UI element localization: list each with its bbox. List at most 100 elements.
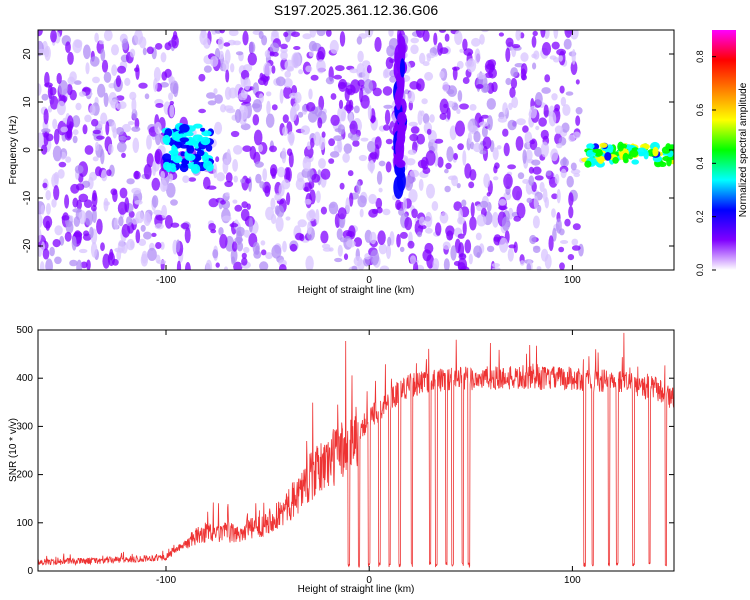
- spectrogram-cell: [316, 30, 326, 37]
- spectrogram-cell: [584, 160, 592, 168]
- spectrogram-cell: [143, 212, 151, 226]
- spectrogram-cell: [510, 77, 518, 89]
- spectrogram-cell: [41, 93, 49, 101]
- spectrogram-cell: [170, 222, 180, 228]
- spectrogram-cell: [520, 52, 529, 62]
- spectrogram-cell: [338, 99, 344, 109]
- spectrogram-cell: [131, 126, 141, 132]
- spectrogram-cell: [517, 172, 525, 180]
- spectrogram-cell: [83, 199, 93, 208]
- spectrogram-cell: [556, 189, 561, 204]
- spectrogram-cell: [283, 31, 289, 38]
- spectrogram-cell: [213, 88, 218, 95]
- spectrogram-cell: [395, 159, 406, 168]
- spectrogram-cell: [442, 241, 451, 250]
- spectrogram-cell: [453, 153, 458, 160]
- spectrogram-cell: [535, 125, 540, 131]
- spectrogram-cell: [507, 247, 514, 262]
- spectrogram-cell: [367, 140, 376, 153]
- spectrogram-cell: [186, 145, 195, 154]
- spectrogram-cell: [274, 193, 282, 202]
- spectrogram-cell: [271, 104, 278, 111]
- spectrogram-cell: [263, 62, 272, 77]
- spectrogram-cell: [75, 102, 82, 111]
- spectrogram-cell: [320, 168, 331, 180]
- spectrogram-cell: [121, 38, 129, 51]
- spectrogram-cell: [111, 44, 119, 56]
- spectrogram-cell: [533, 50, 540, 60]
- spectrogram-cell: [302, 33, 312, 40]
- spectrogram-cell: [58, 161, 67, 168]
- spectrogram-cell: [422, 249, 432, 262]
- spectrogram-cell: [352, 140, 360, 147]
- spectrogram-cell: [333, 74, 343, 80]
- spectrogram-cell: [155, 131, 161, 146]
- spectrogram-cell: [292, 102, 300, 112]
- spectrogram-cell: [220, 200, 226, 205]
- spectrogram-cell: [410, 37, 420, 44]
- spectrogram-cell: [315, 208, 320, 225]
- spectrogram-cell: [315, 190, 321, 204]
- snr-frame: [37, 329, 675, 572]
- spectrogram-cell: [40, 144, 48, 155]
- spectrogram-cell: [502, 102, 508, 116]
- spectrogram-cell: [83, 44, 91, 60]
- spectrogram-cell: [497, 116, 508, 123]
- spectrogram-cell: [369, 159, 374, 174]
- spectrogram-cell: [399, 231, 408, 239]
- spectrogram-cell: [508, 244, 516, 249]
- spectrogram-cell: [100, 112, 108, 125]
- spectrogram-cell: [357, 79, 365, 87]
- spectrogram-cell: [334, 257, 343, 263]
- spectrogram-cell: [216, 172, 226, 182]
- spectrogram-cell: [203, 160, 213, 170]
- spectrogram-cell: [454, 30, 463, 45]
- spectrogram-cell: [338, 78, 348, 92]
- spectrogram-cell: [222, 158, 229, 174]
- spectrogram-cell: [269, 42, 280, 54]
- spectrogram-cell: [43, 131, 49, 146]
- spectrogram-cell: [234, 109, 242, 123]
- spectrogram-cell: [253, 129, 263, 146]
- spectrogram-cell: [280, 47, 288, 54]
- spectrogram-xtick-label: 0: [366, 275, 372, 286]
- spectrogram-cell: [72, 115, 81, 128]
- spectrogram-cell: [556, 48, 566, 56]
- spectrogram-cell: [106, 169, 112, 177]
- spectrogram-cell: [56, 72, 62, 85]
- spectrogram-cell: [422, 30, 430, 42]
- spectrogram-cell: [219, 234, 228, 249]
- spectrogram-cell: [248, 41, 256, 54]
- spectrogram-cell: [481, 114, 489, 119]
- spectrogram-cell: [492, 211, 499, 228]
- spectrogram-cell: [439, 212, 449, 224]
- spectrogram-cell: [561, 122, 570, 133]
- spectrogram-cell: [509, 87, 516, 99]
- spectrogram-cell: [231, 256, 236, 265]
- spectrogram-cell: [558, 54, 563, 62]
- spectrogram-cell: [343, 253, 349, 260]
- spectrogram-cell: [435, 222, 442, 236]
- spectrogram-cell: [321, 131, 326, 138]
- spectrogram-cell: [313, 131, 321, 146]
- spectrogram-cell: [661, 146, 671, 154]
- spectrogram-cell: [284, 167, 291, 184]
- spectrogram-cell: [529, 234, 537, 245]
- spectrogram-cell: [155, 242, 162, 249]
- spectrogram-cell: [154, 223, 164, 230]
- spectrogram-cell: [126, 178, 135, 185]
- spectrogram-cell: [180, 222, 190, 229]
- spectrogram-cell: [411, 208, 418, 219]
- spectrogram-cell: [384, 109, 391, 125]
- spectrogram-cell: [552, 227, 557, 242]
- spectrogram-cell: [181, 158, 188, 168]
- spectrogram-cell: [502, 128, 509, 137]
- spectrogram-cell: [231, 241, 238, 252]
- spectrogram-cell: [38, 227, 42, 243]
- spectrogram-cell: [308, 51, 314, 57]
- spectrogram-cell: [96, 135, 105, 140]
- spectrogram-cell: [520, 63, 528, 76]
- spectrogram-cell: [280, 51, 288, 61]
- spectrogram-cell: [570, 162, 577, 171]
- spectrogram-cell: [357, 195, 367, 208]
